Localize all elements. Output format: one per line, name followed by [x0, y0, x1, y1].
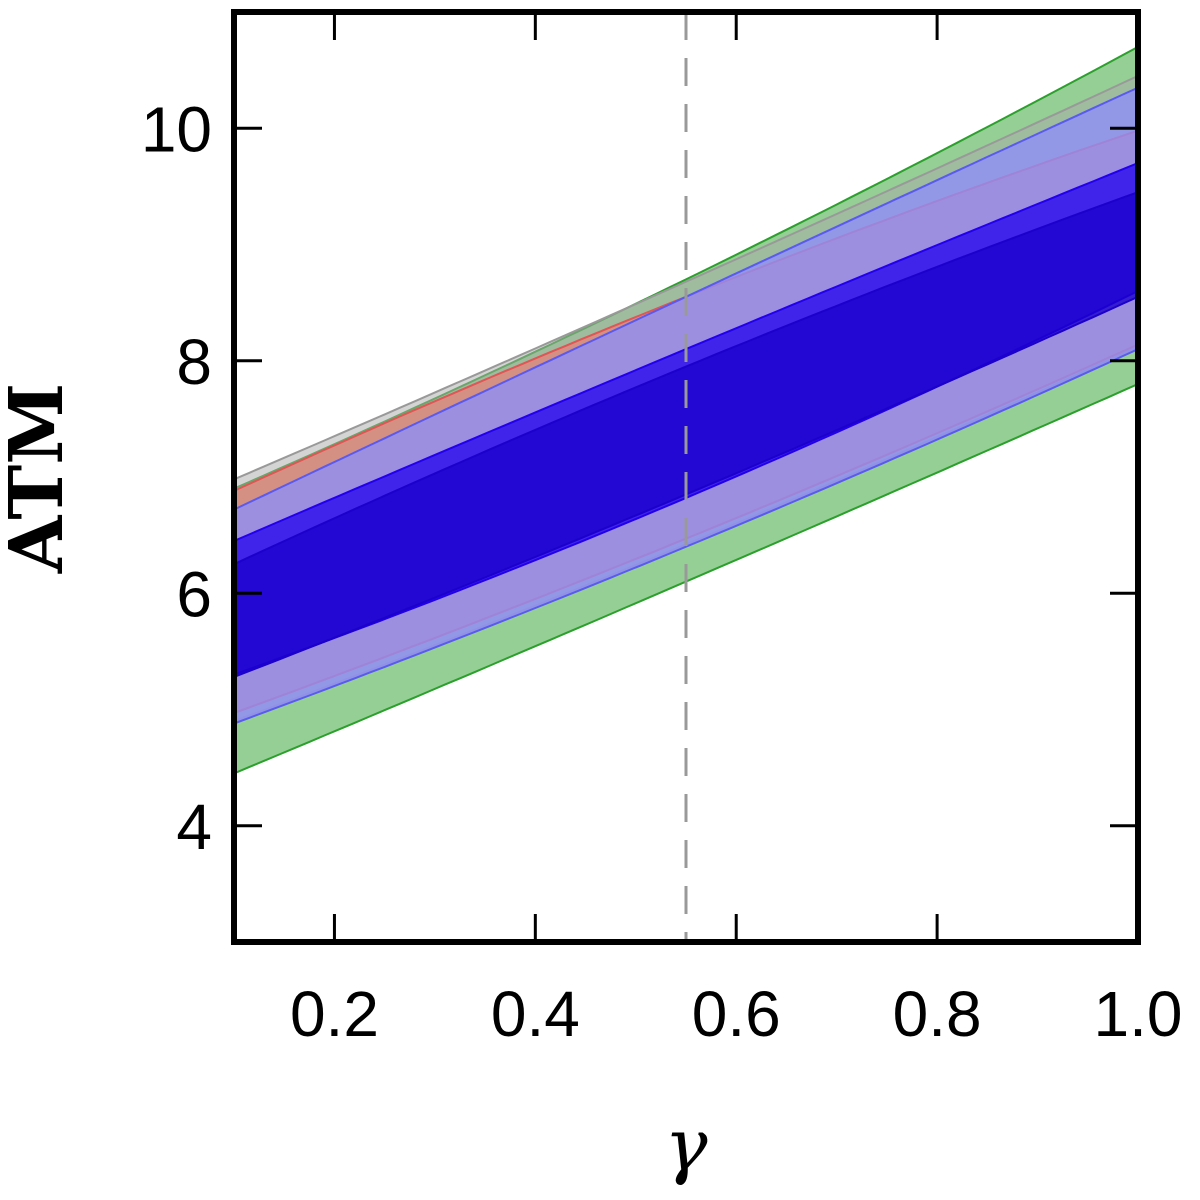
x-tick-label-3: 0.8 — [893, 978, 982, 1050]
y-tick-label-1: 6 — [176, 558, 212, 630]
y-tick-label-3: 10 — [141, 93, 212, 165]
x-tick-label-0: 0.2 — [290, 978, 379, 1050]
y-tick-label-2: 8 — [176, 326, 212, 398]
x-tick-label-4: 1.0 — [1094, 978, 1183, 1050]
x-tick-label-2: 0.6 — [692, 978, 781, 1050]
band-6-upper-edge — [234, 191, 1138, 566]
x-tick-label-1: 0.4 — [491, 978, 580, 1050]
y-tick-labels: 4 6 8 10 — [141, 93, 212, 863]
band-2-upper-edge — [234, 74, 1138, 481]
x-axis-label: γ — [664, 1103, 708, 1187]
axis-ticks — [234, 12, 1140, 942]
band-4-lower-edge — [234, 348, 1138, 725]
y-axis-label: ATM — [0, 383, 80, 574]
plot-frame — [231, 9, 1141, 945]
x-tick-labels: 0.2 0.4 0.6 0.8 1.0 — [290, 978, 1183, 1050]
y-tick-label-0: 4 — [176, 791, 212, 863]
